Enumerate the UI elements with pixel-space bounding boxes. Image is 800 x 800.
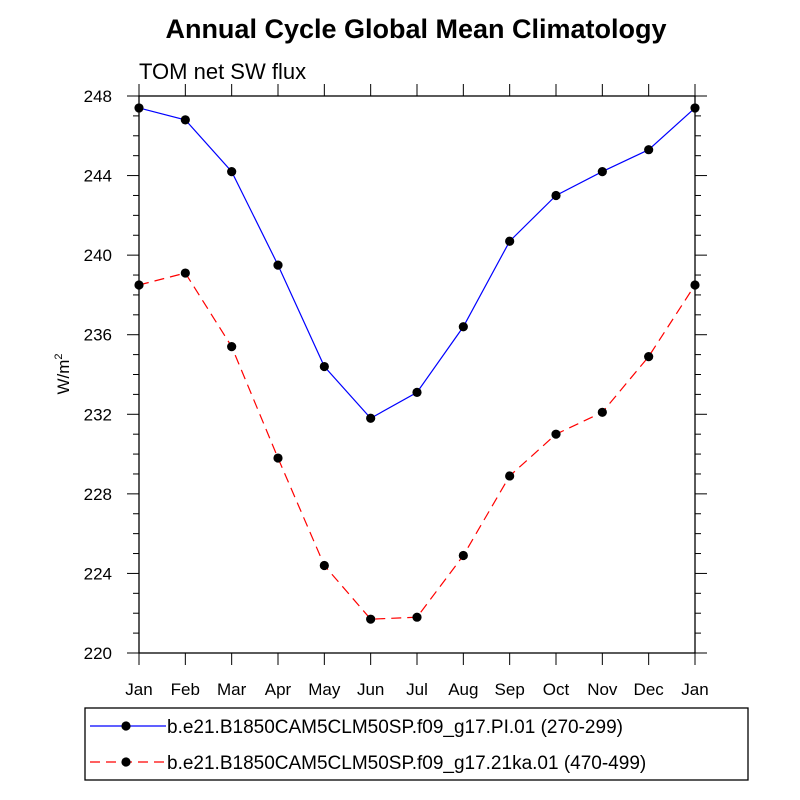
data-point [319,361,329,372]
data-point [134,280,144,290]
y-tick-label: 244 [84,167,112,186]
data-point [180,115,190,125]
data-point [134,103,144,113]
data-point [458,550,468,561]
data-point [366,413,376,423]
x-tick-label: Dec [634,680,665,699]
plot-frame [138,95,696,654]
chart-subtitle: TOM net SW flux [139,59,306,84]
data-point [597,407,607,417]
y-tick-label: 248 [84,87,112,106]
y-tick-label: 220 [84,644,112,663]
y-tick-label: 240 [84,246,112,265]
data-point [644,351,654,362]
y-tick-label: 224 [84,564,112,583]
data-point [273,260,283,270]
data-point [690,280,700,290]
data-point [227,166,237,177]
x-tick-label: Feb [171,680,200,699]
data-point [319,560,329,571]
y-tick-label: 228 [84,485,112,504]
y-tick-label: 232 [84,405,112,424]
series-line-1 [138,107,696,420]
data-point [180,268,190,278]
x-tick-label: Aug [448,680,478,699]
x-tick-label: Jan [125,680,152,699]
x-tick-label: May [308,680,341,699]
legend-marker [121,721,131,731]
chart-title: Annual Cycle Global Mean Climatology [165,14,666,44]
x-tick-label: Sep [495,680,525,699]
y-axis-label: W/m2 [53,353,73,394]
legend-marker [121,757,131,767]
y-axis-label-text: W/m [54,360,73,395]
data-point [366,614,376,624]
x-tick-label: Jun [357,680,384,699]
y-axis-label-superscript: 2 [53,353,65,359]
x-tick-label: Oct [543,680,570,699]
legend-box [84,707,749,781]
x-tick-label: Jul [406,680,428,699]
x-tick-label: Mar [217,680,247,699]
data-point [505,471,515,481]
legend-label-2: b.e21.B1850CAM5CLM50SP.f09_g17.21ka.01 (… [167,753,646,774]
legend: b.e21.B1850CAM5CLM50SP.f09_g17.PI.01 (27… [84,707,749,781]
x-tick-label: Nov [587,680,618,699]
data-point [412,387,422,398]
data-point [551,429,561,439]
legend-label-1: b.e21.B1850CAM5CLM50SP.f09_g17.PI.01 (27… [167,717,623,738]
data-point [412,612,422,622]
x-tick-label: Apr [265,680,292,699]
data-point [690,103,700,113]
x-tick-label: Jan [681,680,708,699]
data-point [505,236,515,246]
data-point [458,322,468,332]
data-point [644,145,654,155]
data-point [597,166,607,177]
y-tick-label: 236 [84,326,112,345]
data-point [273,453,283,463]
series-line-2 [138,272,696,620]
data-point [227,342,237,352]
data-point [551,190,561,201]
plot-area: 220 224 228 232 236 240 244 248 Jan Feb Mar Apr May J… [53,84,709,699]
